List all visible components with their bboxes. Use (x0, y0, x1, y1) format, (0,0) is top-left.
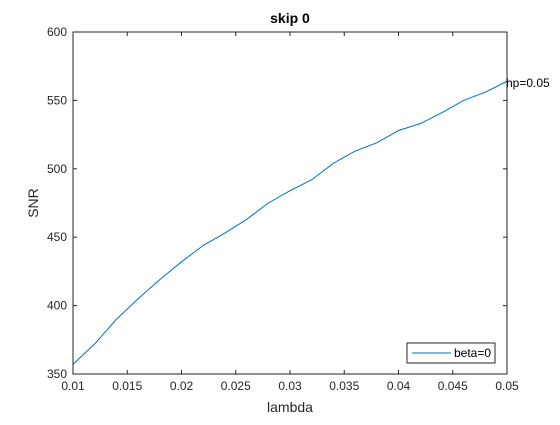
y-tick-label: 500 (47, 162, 67, 176)
x-tick-label: 0.015 (112, 379, 142, 393)
chart-title: skip 0 (270, 10, 310, 26)
y-tick-label: 350 (47, 367, 67, 381)
x-tick-label: 0.04 (387, 379, 411, 393)
x-axis-label: lambda (267, 399, 313, 415)
y-tick-label: 450 (47, 230, 67, 244)
y-axis-ticks: 350 400 450 500 550 600 (47, 25, 507, 381)
plot-area (73, 32, 507, 374)
x-tick-label: 0.035 (329, 379, 359, 393)
x-tick-label: 0.05 (495, 379, 519, 393)
legend: beta=0 (406, 342, 496, 364)
series-line (72, 80, 508, 365)
annotation-layer: hp=0.05 (506, 76, 550, 90)
annotation-label: hp=0.05 (506, 76, 550, 90)
x-tick-label: 0.01 (61, 379, 85, 393)
y-tick-label: 600 (47, 25, 67, 39)
x-axis-ticks: 0.01 0.015 0.02 0.025 0.03 0.035 0.04 0.045 0.05 (61, 32, 519, 393)
x-tick-label: 0.045 (438, 379, 468, 393)
x-tick-label: 0.025 (221, 379, 251, 393)
x-tick-label: 0.03 (278, 379, 302, 393)
series-layer (72, 80, 508, 365)
y-axis-label: SNR (25, 188, 41, 218)
y-tick-label: 400 (47, 299, 67, 313)
y-tick-label: 550 (47, 93, 67, 107)
x-tick-label: 0.02 (170, 379, 194, 393)
legend-label: beta=0 (454, 346, 491, 360)
